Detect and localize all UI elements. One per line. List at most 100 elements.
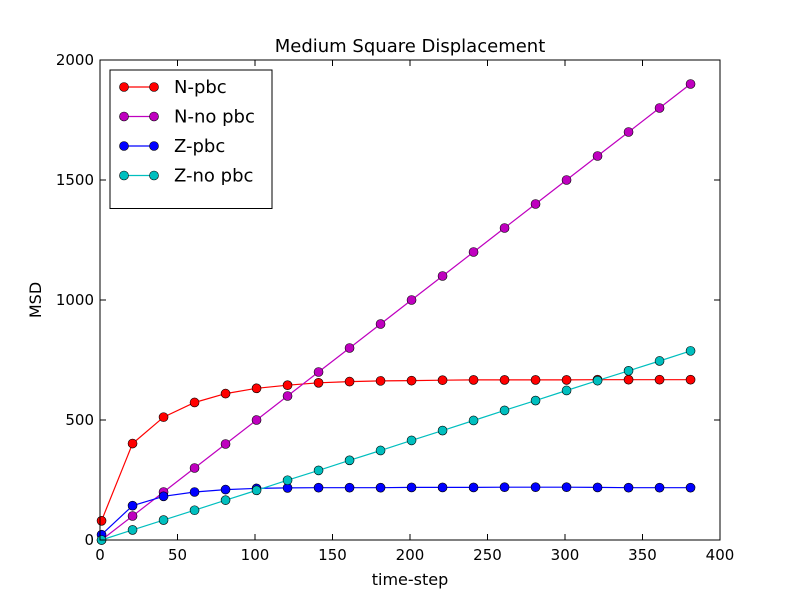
- data-point-z-no-pbc: [375, 445, 386, 456]
- data-point-n-pbc: [251, 383, 262, 394]
- data-point-n-pbc: [313, 377, 324, 388]
- data-point-n-pbc: [96, 515, 107, 526]
- data-point-z-no-pbc: [251, 485, 262, 496]
- data-point-z-no-pbc: [313, 465, 324, 476]
- data-point-n-pbc: [220, 388, 231, 399]
- series-line-n-pbc: [100, 379, 691, 522]
- data-point-z-no-pbc: [561, 385, 572, 396]
- data-point-z-no-pbc: [654, 356, 665, 366]
- data-point-z-pbc: [530, 482, 541, 493]
- data-point-z-pbc: [220, 484, 231, 495]
- data-point-z-pbc: [468, 482, 479, 493]
- data-point-z-no-pbc: [499, 405, 510, 416]
- data-point-n-pbc: [344, 376, 355, 387]
- legend-marker: [119, 170, 129, 181]
- data-point-n-pbc: [282, 380, 293, 391]
- data-point-z-pbc: [406, 482, 417, 493]
- x-tick-label: 250: [473, 546, 502, 564]
- data-point-n-no-pbc: [654, 103, 665, 113]
- data-point-n-no-pbc: [251, 415, 262, 425]
- data-point-n-no-pbc: [499, 223, 510, 233]
- data-point-z-pbc: [685, 482, 696, 493]
- data-point-z-pbc: [127, 500, 138, 511]
- data-point-n-pbc: [375, 376, 386, 386]
- data-point-z-no-pbc: [623, 365, 634, 376]
- series-line-z-no-pbc: [101, 350, 691, 541]
- data-point-z-pbc: [592, 482, 603, 493]
- data-point-z-no-pbc: [282, 475, 293, 486]
- data-point-z-no-pbc: [158, 515, 169, 525]
- x-tick-label: 50: [168, 546, 187, 564]
- data-point-n-pbc: [685, 374, 696, 385]
- data-point-z-no-pbc: [220, 495, 231, 505]
- data-point-n-no-pbc: [344, 343, 355, 353]
- data-point-z-no-pbc: [344, 455, 355, 466]
- series-line-n-no-pbc: [101, 83, 691, 541]
- data-point-n-no-pbc: [406, 295, 417, 305]
- x-axis-label: time-step: [372, 570, 449, 589]
- y-tick-label: 1500: [56, 171, 94, 189]
- legend-marker: [149, 82, 159, 92]
- legend-marker: [119, 82, 129, 92]
- data-point-z-pbc: [344, 482, 355, 493]
- data-point-n-no-pbc: [468, 247, 479, 257]
- data-point-n-no-pbc: [189, 463, 200, 473]
- data-point-z-no-pbc: [530, 395, 541, 406]
- data-point-z-no-pbc: [685, 346, 696, 356]
- legend-marker: [149, 170, 159, 181]
- y-tick-label: 500: [65, 411, 94, 429]
- x-tick-label: 300: [551, 546, 580, 564]
- data-point-n-pbc: [468, 375, 479, 385]
- data-point-n-no-pbc: [685, 79, 696, 89]
- data-point-n-no-pbc: [127, 511, 138, 521]
- x-tick-label: 400: [706, 546, 735, 564]
- x-tick-label: 200: [396, 546, 425, 564]
- data-point-z-no-pbc: [189, 505, 200, 516]
- data-point-z-no-pbc: [127, 525, 138, 535]
- data-point-n-no-pbc: [530, 199, 541, 209]
- legend-label: Z-pbc: [174, 136, 225, 157]
- data-point-n-pbc: [127, 438, 138, 449]
- data-point-z-pbc: [158, 491, 169, 502]
- data-point-n-no-pbc: [313, 367, 324, 377]
- data-point-n-pbc: [561, 375, 572, 385]
- data-point-n-no-pbc: [561, 175, 572, 185]
- data-point-n-pbc: [158, 412, 169, 422]
- data-point-z-pbc: [313, 482, 324, 493]
- legend-label: N-pbc: [174, 77, 227, 98]
- x-tick-label: 150: [318, 546, 347, 564]
- data-point-n-no-pbc: [437, 271, 448, 281]
- data-point-n-no-pbc: [623, 127, 634, 137]
- data-point-z-no-pbc: [437, 425, 448, 436]
- series-line-z-pbc: [101, 486, 691, 536]
- legend: N-pbc N-no pbc Z-pbc Z-no pbc: [109, 69, 273, 209]
- data-point-n-pbc: [530, 375, 541, 385]
- legend-marker: [119, 111, 129, 122]
- data-point-z-no-pbc: [468, 415, 479, 426]
- data-point-n-pbc: [437, 375, 448, 385]
- data-point-n-pbc: [189, 397, 200, 408]
- data-point-z-pbc: [499, 482, 510, 493]
- data-point-n-no-pbc: [220, 439, 231, 449]
- data-point-z-pbc: [623, 482, 634, 493]
- data-point-n-pbc: [499, 375, 510, 385]
- plot-area: 0 50 100 150 200 250 300 350 400 0 500 1000 1500 2000: [56, 51, 735, 564]
- x-tick-label: 0: [95, 546, 105, 564]
- data-point-z-pbc: [189, 487, 200, 497]
- chart-title: Medium Square Displacement: [275, 36, 546, 57]
- legend-label: Z-no pbc: [174, 166, 253, 187]
- data-point-n-pbc: [654, 374, 665, 385]
- data-point-z-pbc: [561, 482, 572, 493]
- data-point-n-no-pbc: [282, 391, 293, 401]
- legend-marker: [149, 141, 159, 151]
- data-point-z-no-pbc: [592, 375, 603, 386]
- data-point-z-no-pbc: [406, 435, 417, 446]
- data-point-n-no-pbc: [375, 319, 386, 329]
- x-tick-label: 350: [628, 546, 657, 564]
- data-point-n-pbc: [406, 375, 417, 386]
- legend-box: [109, 69, 273, 209]
- y-tick-label: 0: [84, 531, 94, 549]
- y-axis-label: MSD: [26, 282, 45, 318]
